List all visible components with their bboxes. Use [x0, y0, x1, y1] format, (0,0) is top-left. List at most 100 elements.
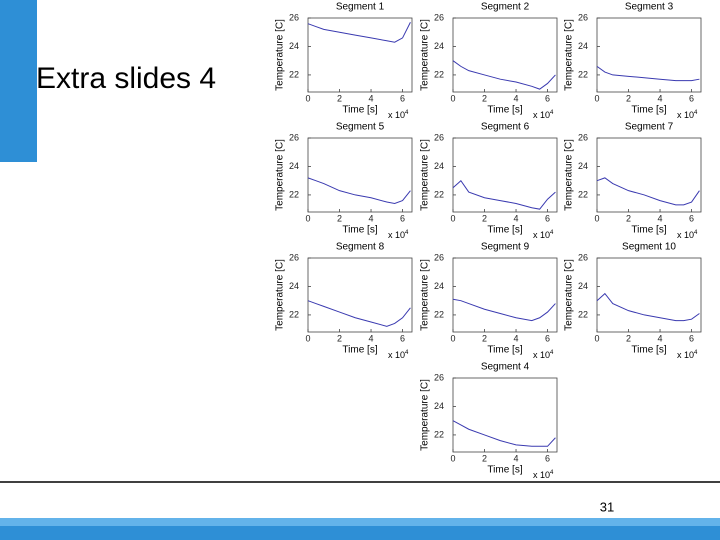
plot-frame — [452, 137, 558, 213]
x-scale-label: x 104 — [388, 230, 409, 241]
x-tick-label: 2 — [626, 333, 631, 343]
y-tick-label: 24 — [289, 41, 299, 51]
data-line — [596, 292, 700, 322]
x-scale-exponent: 4 — [694, 230, 698, 236]
x-tick-label: 6 — [689, 213, 694, 223]
data-line — [452, 420, 556, 447]
chart-title: Segment 5 — [336, 122, 385, 133]
plot-frame — [452, 377, 558, 453]
x-scale-label: x 104 — [388, 350, 409, 361]
chart-title: Segment 9 — [481, 242, 530, 253]
y-axis-label: Temperature [C] — [564, 139, 575, 211]
x-tick-label: 4 — [658, 213, 663, 223]
y-tick-label: 24 — [434, 161, 444, 171]
data-line — [307, 177, 411, 204]
x-scale-label: x 104 — [677, 230, 698, 241]
x-tick-label: 6 — [689, 93, 694, 103]
x-axis-label: Time [s] — [631, 225, 666, 236]
y-tick-label: 26 — [434, 132, 444, 142]
x-tick-label: 4 — [369, 213, 374, 223]
x-axis-label: Time [s] — [342, 225, 377, 236]
chart-title: Segment 4 — [481, 362, 530, 373]
y-tick-label: 26 — [289, 132, 299, 142]
x-scale-base: x 10 — [533, 230, 550, 240]
y-axis-label: Temperature [C] — [420, 139, 431, 211]
x-scale-exponent: 4 — [405, 350, 409, 356]
x-axis-label: Time [s] — [487, 465, 522, 476]
y-axis-label: Temperature [C] — [275, 139, 286, 211]
x-scale-label: x 104 — [533, 110, 554, 121]
x-tick-label: 4 — [514, 333, 519, 343]
plot-frame — [452, 257, 558, 333]
page-number: 31 — [600, 499, 614, 514]
chart-title: Segment 8 — [336, 242, 385, 253]
x-tick-label: 0 — [305, 333, 310, 343]
y-tick-label: 24 — [289, 281, 299, 291]
x-scale-base: x 10 — [533, 470, 550, 480]
y-tick-label: 26 — [434, 252, 444, 262]
y-tick-label: 22 — [289, 69, 299, 79]
plot-frame — [307, 17, 413, 93]
chart-title: Segment 1 — [336, 2, 385, 13]
x-tick-label: 0 — [450, 453, 455, 463]
x-tick-label: 2 — [337, 93, 342, 103]
x-scale-base: x 10 — [677, 110, 694, 120]
x-axis-label: Time [s] — [487, 345, 522, 356]
x-tick-label: 0 — [594, 333, 599, 343]
y-tick-label: 24 — [434, 41, 444, 51]
x-scale-exponent: 4 — [405, 110, 409, 116]
x-axis-label: Time [s] — [342, 105, 377, 116]
y-tick-label: 22 — [578, 189, 588, 199]
plot-frame — [596, 137, 702, 213]
x-tick-label: 0 — [450, 93, 455, 103]
x-scale-label: x 104 — [533, 470, 554, 481]
y-tick-label: 24 — [578, 161, 588, 171]
y-axis-label: Temperature [C] — [275, 259, 286, 331]
y-tick-label: 26 — [289, 252, 299, 262]
y-tick-label: 26 — [434, 372, 444, 382]
x-axis-label: Time [s] — [631, 105, 666, 116]
data-line — [596, 65, 700, 82]
y-tick-label: 22 — [289, 189, 299, 199]
y-tick-label: 24 — [578, 281, 588, 291]
x-tick-label: 6 — [400, 333, 405, 343]
data-line — [596, 177, 700, 206]
y-tick-label: 24 — [289, 161, 299, 171]
x-tick-label: 0 — [305, 93, 310, 103]
y-tick-label: 26 — [434, 12, 444, 22]
y-tick-label: 22 — [289, 309, 299, 319]
y-tick-label: 24 — [578, 41, 588, 51]
x-tick-label: 0 — [450, 213, 455, 223]
data-line — [452, 298, 556, 322]
x-tick-label: 6 — [400, 93, 405, 103]
x-scale-base: x 10 — [677, 230, 694, 240]
x-tick-label: 6 — [545, 333, 550, 343]
x-tick-label: 2 — [482, 333, 487, 343]
data-line — [452, 179, 556, 210]
x-tick-label: 6 — [545, 453, 550, 463]
x-tick-label: 4 — [369, 93, 374, 103]
x-scale-exponent: 4 — [405, 230, 409, 236]
y-axis-label: Temperature [C] — [420, 19, 431, 91]
x-tick-label: 0 — [594, 93, 599, 103]
y-tick-label: 22 — [434, 189, 444, 199]
x-axis-label: Time [s] — [342, 345, 377, 356]
plot-frame — [596, 257, 702, 333]
y-tick-label: 22 — [434, 69, 444, 79]
x-scale-base: x 10 — [388, 230, 405, 240]
x-tick-label: 4 — [514, 93, 519, 103]
chart-title: Segment 10 — [622, 242, 676, 253]
y-axis-label: Temperature [C] — [275, 19, 286, 91]
x-scale-exponent: 4 — [550, 230, 554, 236]
y-tick-label: 26 — [578, 132, 588, 142]
x-tick-label: 2 — [626, 213, 631, 223]
y-tick-label: 22 — [434, 429, 444, 439]
x-scale-label: x 104 — [677, 110, 698, 121]
plot-frame — [596, 17, 702, 93]
x-scale-exponent: 4 — [550, 470, 554, 476]
x-tick-label: 4 — [369, 333, 374, 343]
data-line — [307, 22, 411, 43]
x-tick-label: 2 — [337, 213, 342, 223]
